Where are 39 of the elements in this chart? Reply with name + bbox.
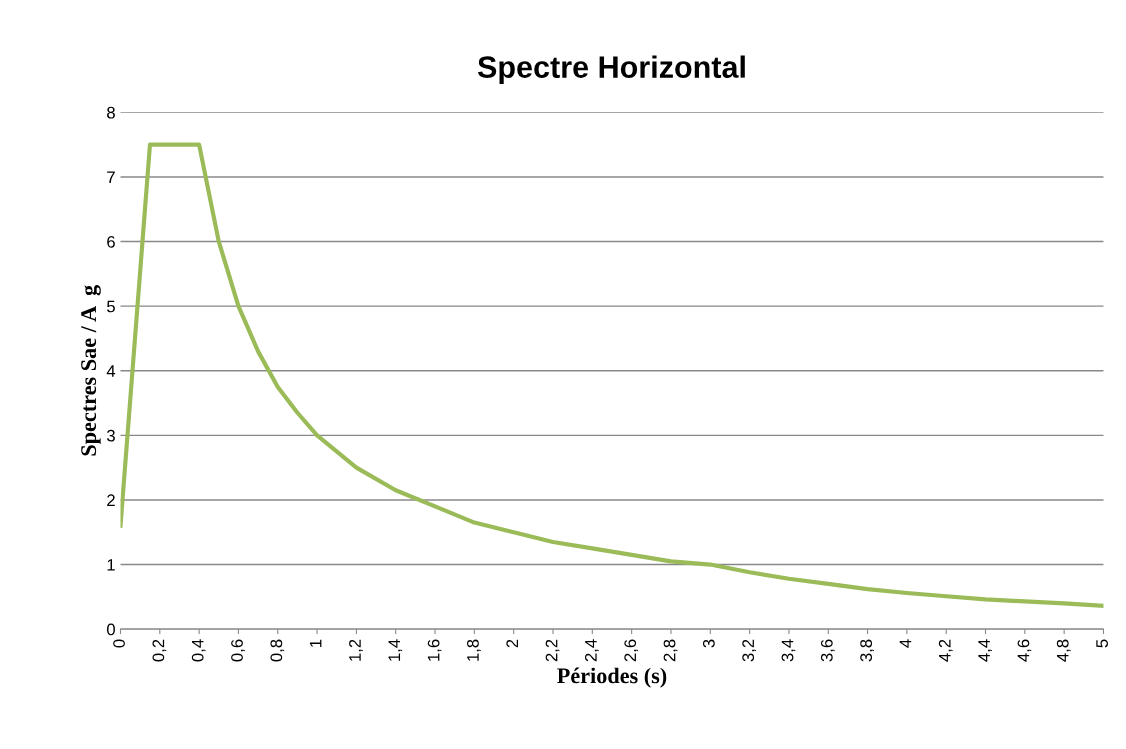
x-tick-label: 1,2 — [349, 639, 363, 661]
y-tick-label: 4 — [106, 365, 116, 377]
y-tick-label: 7 — [107, 171, 115, 183]
x-tick-label: 0,4 — [191, 639, 206, 662]
x-tick-label: 3,2 — [742, 639, 757, 662]
y-tick-label: 6 — [107, 235, 115, 248]
x-tick-label: 1,4 — [388, 639, 403, 661]
y-tick-label: 1 — [107, 559, 115, 571]
chart-title: Spectre Horizontal — [477, 55, 745, 84]
y-tick-label: 0 — [107, 623, 115, 636]
x-tick-label: 3,8 — [860, 639, 874, 662]
x-tick-label: 2,6 — [624, 639, 639, 662]
x-tick-label: 4,8 — [1056, 639, 1071, 662]
y-tick-label: 2 — [107, 494, 115, 506]
line-series — [120, 142, 1104, 608]
x-tick-label: 2,8 — [663, 639, 678, 662]
x-tick-label: 4,4 — [978, 639, 992, 662]
x-tick-label: 2 — [506, 639, 518, 648]
x-tick-label: 3,6 — [820, 639, 835, 662]
y-tick-label: 5 — [107, 300, 115, 313]
x-tick-label: 4,2 — [938, 639, 953, 662]
x-tick-label: 4,6 — [1017, 639, 1032, 662]
x-tick-label: 1,6 — [427, 639, 442, 661]
y-tick-label: 3 — [106, 429, 115, 442]
y-axis-title: Spectres Sae / A g — [81, 285, 101, 456]
x-tick-label: 3 — [702, 639, 715, 648]
x-tick-label: 3,4 — [781, 639, 796, 662]
y-tick-label: 8 — [107, 106, 115, 119]
x-tick-label: 2,4 — [584, 639, 599, 662]
x-tick-label: 5 — [1096, 639, 1108, 648]
x-tick-label: 1,8 — [467, 639, 481, 661]
x-axis-title: Périodes (s) — [557, 667, 667, 688]
x-tick-label: 0,6 — [231, 639, 245, 662]
x-tick-label: 0 — [113, 639, 125, 648]
x-tick-label: 0,2 — [152, 639, 167, 662]
x-tick-label: 0,8 — [270, 639, 285, 662]
x-tick-label: 1 — [309, 639, 322, 647]
x-tick-label: 2,2 — [545, 639, 560, 662]
x-tick-label: 4 — [899, 639, 912, 648]
